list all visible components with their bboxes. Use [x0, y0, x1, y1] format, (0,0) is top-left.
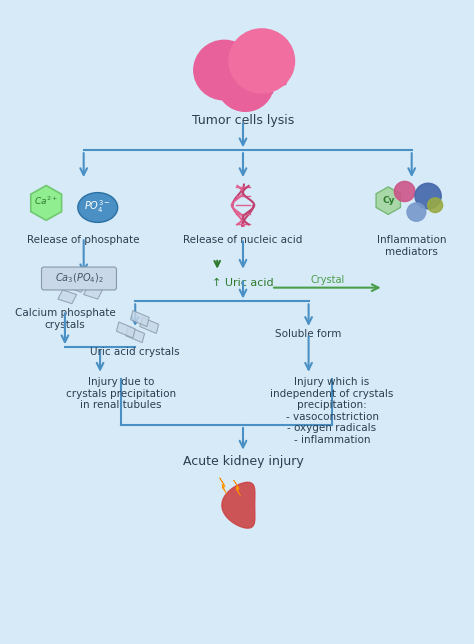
Text: Uric acid crystals: Uric acid crystals	[91, 347, 180, 357]
Circle shape	[205, 55, 209, 59]
Text: $Ca_3(PO_4)_2$: $Ca_3(PO_4)_2$	[55, 272, 103, 285]
Circle shape	[225, 91, 228, 95]
Circle shape	[283, 60, 287, 63]
Text: $PO_4^{3-}$: $PO_4^{3-}$	[84, 198, 111, 214]
Polygon shape	[31, 185, 62, 220]
Text: $Ca^{2+}$: $Ca^{2+}$	[34, 194, 58, 207]
Polygon shape	[130, 310, 149, 327]
Text: Release of phosphate: Release of phosphate	[27, 235, 140, 245]
Polygon shape	[234, 480, 241, 496]
Text: Soluble form: Soluble form	[275, 329, 342, 339]
Circle shape	[287, 71, 291, 74]
Ellipse shape	[78, 193, 118, 222]
Text: Tumor cells lysis: Tumor cells lysis	[192, 113, 294, 127]
Circle shape	[217, 57, 273, 111]
Polygon shape	[140, 317, 159, 334]
Text: Crystal: Crystal	[310, 276, 345, 285]
Text: Acute kidney injury: Acute kidney injury	[182, 455, 303, 468]
Circle shape	[224, 49, 228, 52]
Circle shape	[268, 52, 272, 55]
FancyBboxPatch shape	[42, 267, 117, 290]
Text: Inflammation
mediators: Inflammation mediators	[377, 235, 447, 256]
Circle shape	[407, 203, 426, 222]
Circle shape	[194, 41, 255, 100]
Circle shape	[229, 29, 294, 93]
Circle shape	[197, 65, 201, 69]
Circle shape	[415, 184, 441, 209]
Circle shape	[246, 92, 250, 96]
Polygon shape	[84, 285, 102, 299]
Polygon shape	[222, 482, 255, 528]
Circle shape	[394, 182, 415, 202]
Circle shape	[428, 198, 443, 213]
Circle shape	[292, 71, 295, 74]
Polygon shape	[67, 278, 86, 292]
Circle shape	[205, 86, 209, 90]
Circle shape	[247, 46, 251, 50]
Polygon shape	[219, 478, 227, 494]
Text: ↑ Uric acid: ↑ Uric acid	[212, 278, 274, 289]
Circle shape	[270, 91, 273, 95]
Circle shape	[281, 80, 284, 84]
Text: Injury due to
crystals precipitation
in renal tubules: Injury due to crystals precipitation in …	[66, 377, 176, 410]
Polygon shape	[58, 290, 77, 304]
Text: Cy: Cy	[382, 196, 394, 205]
Polygon shape	[376, 187, 401, 214]
Polygon shape	[117, 322, 135, 338]
Text: Release of nucleic acid: Release of nucleic acid	[183, 235, 303, 245]
Text: Calcium phosphate
crystals: Calcium phosphate crystals	[15, 308, 115, 330]
Circle shape	[193, 77, 197, 80]
Text: Injury which is
independent of crystals
precipitation:
- vasoconstriction
- oxyg: Injury which is independent of crystals …	[270, 377, 394, 445]
Polygon shape	[126, 327, 145, 343]
